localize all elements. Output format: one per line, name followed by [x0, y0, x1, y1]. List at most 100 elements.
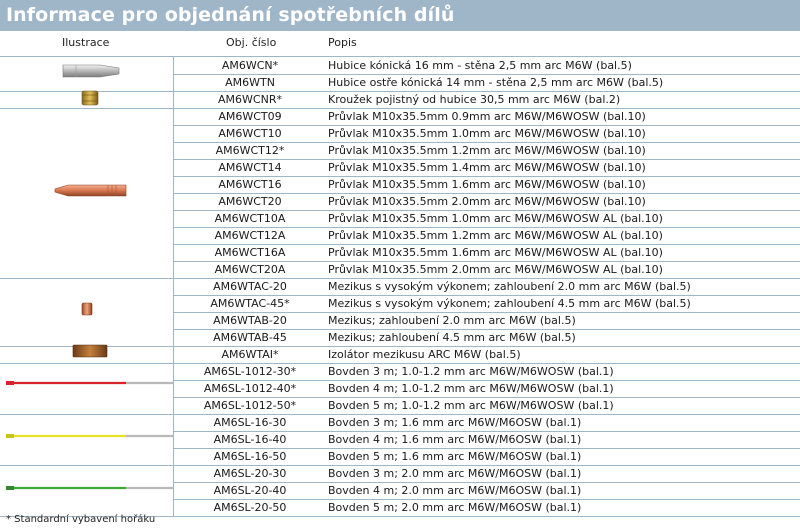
part-description: Bovden 5 m; 1.0-1.2 mm arc M6W/M6WOSW (b… [328, 399, 614, 412]
part-description: Hubice ostře kónická 14 mm - stěna 2,5 m… [328, 76, 664, 89]
table-row: AM6SL-20-30 Bovden 3 m; 2.0 mm arc M6W/M6… [173, 465, 800, 482]
title-bar: Informace pro objednání spotřebních dílů [0, 0, 800, 31]
row-divider [173, 159, 800, 160]
part-description: Mezikus; zahloubení 2.0 mm arc M6W (bal.… [328, 314, 576, 327]
row-divider [173, 74, 800, 75]
order-code: AM6SL-1012-50* [203, 399, 297, 412]
table-row: AM6WTAI* Izolátor mezikusu ARC M6W (bal.5… [173, 346, 800, 363]
order-code: AM6WCT14 [218, 161, 282, 174]
order-code: AM6SL-16-40 [213, 433, 287, 446]
table-row: AM6WCT16A Průvlak M10x35.5mm 1.6mm arc M6… [173, 244, 800, 261]
table-row: AM6SL-16-50 Bovden 5 m; 1.6 mm arc M6W/M6… [173, 448, 800, 465]
group-divider [0, 363, 800, 364]
footnote: * Standardní vybavení hořáku [6, 514, 156, 525]
row-divider [173, 210, 800, 211]
table-row: AM6SL-20-40 Bovden 4 m; 2.0 mm arc M6W/M6… [173, 482, 800, 499]
part-description: Průvlak M10x35.5mm 0.9mm arc M6W/M6WOSW … [328, 110, 646, 123]
table-row: AM6SL-1012-30* Bovden 3 m; 1.0-1.2 mm arc… [173, 363, 800, 380]
table-row: AM6SL-1012-40* Bovden 4 m; 1.0-1.2 mm arc… [173, 380, 800, 397]
header-illustration: Ilustrace [62, 36, 110, 49]
row-divider [173, 261, 800, 262]
order-code: AM6WTAC-45* [210, 297, 290, 310]
contact-tip-icon [54, 184, 127, 197]
order-code: AM6WTAB-20 [213, 314, 287, 327]
row-divider [173, 244, 800, 245]
row-divider [173, 380, 800, 381]
table-row: AM6SL-16-30 Bovden 3 m; 1.6 mm arc M6W/M6… [173, 414, 800, 431]
order-code: AM6WTN [225, 76, 275, 89]
table-row: AM6SL-16-40 Bovden 4 m; 1.6 mm arc M6W/M6… [173, 431, 800, 448]
part-description: Bovden 3 m; 1.6 mm arc M6W/M6OSW (bal.1) [328, 416, 582, 429]
order-code: AM6WTAC-20 [213, 280, 287, 293]
part-description: Hubice kónická 16 mm - stěna 2,5 mm arc … [328, 59, 632, 72]
table-row: AM6WTAB-45 Mezikus; zahloubení 4.5 mm arc… [173, 329, 800, 346]
part-description: Bovden 3 m; 2.0 mm arc M6W/M6OSW (bal.1) [328, 467, 582, 480]
group-divider [0, 465, 800, 466]
row-divider [173, 397, 800, 398]
part-description: Průvlak M10x35.5mm 1.2mm arc M6W/M6WOSW … [328, 229, 663, 242]
page-title: Informace pro objednání spotřebních dílů [6, 4, 455, 26]
header-divider [0, 56, 800, 57]
table-row: AM6WCT20 Průvlak M10x35.5mm 2.0mm arc M6W… [173, 193, 800, 210]
liner-green-icon [6, 486, 173, 490]
table-row: AM6WCT12* Průvlak M10x35.5mm 1.2mm arc M6… [173, 142, 800, 159]
order-code: AM6SL-16-50 [213, 450, 287, 463]
order-code: AM6SL-16-30 [213, 416, 287, 429]
group-divider [0, 108, 800, 109]
order-code: AM6SL-1012-30* [203, 365, 297, 378]
table-row: AM6WTAC-45* Mezikus s vysokým výkonem; za… [173, 295, 800, 312]
order-code: AM6WCN* [221, 59, 279, 72]
table-row: AM6WCT14 Průvlak M10x35.5mm 1.4mm arc M6W… [173, 159, 800, 176]
part-description: Průvlak M10x35.5mm 1.6mm arc M6W/M6WOSW … [328, 246, 663, 259]
part-description: Bovden 4 m; 1.6 mm arc M6W/M6OSW (bal.1) [328, 433, 582, 446]
part-description: Izolátor mezikusu ARC M6W (bal.5) [328, 348, 521, 361]
row-divider [173, 125, 800, 126]
order-code: AM6WTAB-45 [213, 331, 287, 344]
locking-ring-icon [81, 90, 99, 106]
part-description: Mezikus s vysokým výkonem; zahloubení 2.… [328, 280, 691, 293]
order-code: AM6WCT16A [214, 246, 286, 259]
part-description: Průvlak M10x35.5mm 2.0mm arc M6W/M6WOSW … [328, 263, 663, 276]
part-description: Bovden 4 m; 1.0-1.2 mm arc M6W/M6WOSW (b… [328, 382, 614, 395]
order-code: AM6WTAI* [221, 348, 279, 361]
part-description: Bovden 5 m; 1.6 mm arc M6W/M6OSW (bal.1) [328, 450, 582, 463]
header-description: Popis [328, 36, 357, 49]
part-description: Průvlak M10x35.5mm 1.6mm arc M6W/M6WOSW … [328, 178, 646, 191]
part-description: Průvlak M10x35.5mm 2.0mm arc M6W/M6WOSW … [328, 195, 646, 208]
table-row: AM6WCT10A Průvlak M10x35.5mm 1.0mm arc M6… [173, 210, 800, 227]
order-code: AM6SL-20-30 [213, 467, 287, 480]
column-divider [173, 57, 174, 517]
order-code: AM6SL-20-50 [213, 501, 287, 514]
table-row: AM6WCN* Hubice kónická 16 mm - stěna 2,5 … [173, 57, 800, 74]
order-code: AM6WCT12* [215, 144, 285, 157]
order-code: AM6WCT20 [218, 195, 282, 208]
part-description: Průvlak M10x35.5mm 1.4mm arc M6W/M6WOSW … [328, 161, 646, 174]
adapter-insulator-icon [72, 344, 108, 358]
table-row: AM6WTAB-20 Mezikus; zahloubení 2.0 mm arc… [173, 312, 800, 329]
row-divider [173, 227, 800, 228]
row-divider [173, 295, 800, 296]
group-divider [0, 278, 800, 279]
part-description: Bovden 5 m; 2.0 mm arc M6W/M6OSW (bal.1) [328, 501, 582, 514]
table-row: AM6WTAC-20 Mezikus s vysokým výkonem; zah… [173, 278, 800, 295]
order-code: AM6WCNR* [218, 93, 282, 106]
table-row: AM6WCT09 Průvlak M10x35.5mm 0.9mm arc M6W… [173, 108, 800, 125]
part-description: Mezikus s vysokým výkonem; zahloubení 4.… [328, 297, 691, 310]
row-divider [173, 329, 800, 330]
part-description: Bovden 4 m; 2.0 mm arc M6W/M6OSW (bal.1) [328, 484, 582, 497]
table-row: AM6WCNR* Kroužek pojistný od hubice 30,5 … [173, 91, 800, 108]
order-code: AM6WCT10A [214, 212, 286, 225]
tip-adapter-icon [81, 302, 93, 316]
group-divider [0, 91, 800, 92]
liner-red-icon [6, 381, 173, 385]
table-row: AM6WCT10 Průvlak M10x35.5mm 1.0mm arc M6W… [173, 125, 800, 142]
row-divider [173, 142, 800, 143]
table-row: AM6WCT20A Průvlak M10x35.5mm 2.0mm arc M6… [173, 261, 800, 278]
row-divider [173, 193, 800, 194]
table-row: AM6SL-20-50 Bovden 5 m; 2.0 mm arc M6W/M6… [173, 499, 800, 516]
row-divider [173, 312, 800, 313]
part-description: Mezikus; zahloubení 4.5 mm arc M6W (bal.… [328, 331, 576, 344]
table-row: AM6WCT16 Průvlak M10x35.5mm 1.6mm arc M6W… [173, 176, 800, 193]
table-row: AM6SL-1012-50* Bovden 5 m; 1.0-1.2 mm arc… [173, 397, 800, 414]
table-row: AM6WCT12A Průvlak M10x35.5mm 1.2mm arc M6… [173, 227, 800, 244]
